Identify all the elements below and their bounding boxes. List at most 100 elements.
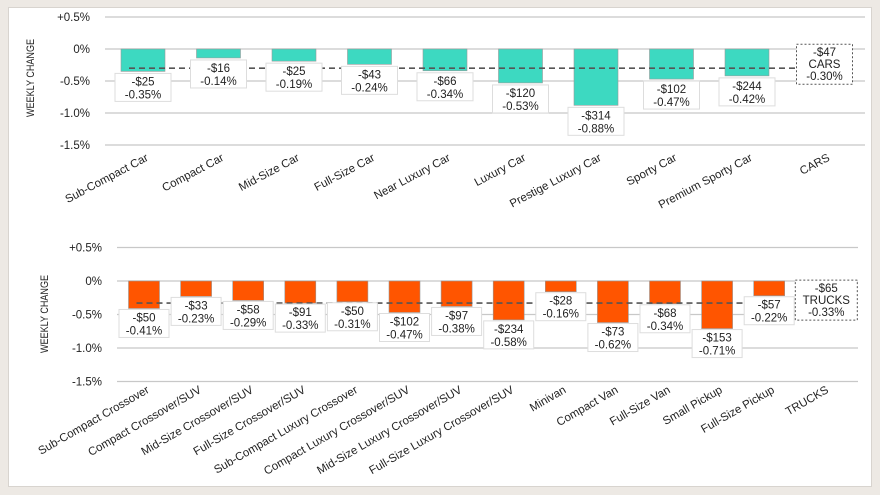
data-label-dollar: -$120 <box>506 88 535 100</box>
data-label-pct: -0.16% <box>543 309 579 321</box>
category-label: Full-Size Car <box>313 152 377 194</box>
bar <box>284 280 317 304</box>
data-label-pct: -0.31% <box>334 319 370 331</box>
data-label-box <box>691 329 743 359</box>
average-dollar: -$47 <box>813 47 836 59</box>
y-tick-label: -0.5% <box>60 76 90 88</box>
average-pct: -0.33% <box>808 307 844 319</box>
bar <box>440 280 473 307</box>
category-label: Luxury Car <box>473 152 528 189</box>
data-label-box <box>416 72 474 102</box>
data-label-pct: -0.88% <box>578 123 614 135</box>
average-pct: -0.30% <box>806 71 842 83</box>
data-label-box <box>379 312 430 342</box>
y-tick-label: -1.5% <box>60 140 90 152</box>
y-tick-label: -1.5% <box>72 377 102 389</box>
data-label-box <box>643 80 700 110</box>
bar <box>724 48 770 77</box>
bar <box>388 280 421 313</box>
average-name: TRUCKS <box>803 295 851 307</box>
data-label-dollar: -$58 <box>237 304 260 316</box>
data-label-box <box>567 106 625 136</box>
bar <box>180 280 212 297</box>
category-label: TRUCKS <box>784 384 831 418</box>
y-tick-label: -1.0% <box>72 343 102 355</box>
data-label-pct: -0.41% <box>126 325 162 337</box>
data-label-box <box>265 62 323 92</box>
data-label-dollar: -$68 <box>653 308 676 320</box>
average-box <box>796 43 853 85</box>
data-label-box <box>326 302 378 332</box>
bar <box>347 48 392 65</box>
bar <box>232 280 264 301</box>
average-box <box>794 279 858 321</box>
data-label-dollar: -$50 <box>341 306 364 318</box>
data-label-dollar: -$97 <box>445 310 468 322</box>
y-axis-label: WEEKLY CHANGE <box>25 39 37 117</box>
bar <box>649 280 681 305</box>
data-label-box <box>118 308 170 338</box>
data-label-pct: -0.71% <box>699 346 735 358</box>
data-label-box <box>743 296 795 326</box>
data-label-pct: -0.34% <box>647 321 683 333</box>
y-tick-label: 0% <box>85 276 102 288</box>
data-label-dollar: -$25 <box>131 76 154 88</box>
data-label-dollar: -$16 <box>207 63 230 75</box>
data-label-box <box>431 306 483 336</box>
data-label-dollar: -$234 <box>494 324 524 336</box>
y-axis-label: WEEKLY CHANGE <box>39 275 51 353</box>
data-label-pct: -0.34% <box>427 89 463 101</box>
category-label: Sub-Compact Car <box>64 152 151 206</box>
data-label-pct: -0.42% <box>729 94 765 106</box>
bar <box>649 48 694 80</box>
bar <box>422 48 468 72</box>
y-tick-label: 0% <box>73 44 90 56</box>
data-label-box <box>114 72 172 102</box>
data-label-pct: -0.29% <box>230 317 266 329</box>
data-label-box <box>222 300 274 330</box>
data-label-box <box>483 320 535 350</box>
data-label-pct: -0.23% <box>178 313 214 325</box>
data-label-pct: -0.35% <box>125 89 161 101</box>
data-label-box <box>492 84 549 114</box>
average-name: CARS <box>809 59 841 71</box>
y-tick-label: +0.5% <box>57 12 90 24</box>
bar <box>753 280 786 297</box>
data-label-dollar: -$102 <box>657 84 686 96</box>
data-label-dollar: -$28 <box>549 296 572 308</box>
bar <box>271 48 317 62</box>
bar <box>336 280 369 303</box>
data-label-dollar: -$91 <box>289 307 312 319</box>
data-label-pct: -0.62% <box>595 340 631 352</box>
bar <box>597 280 629 323</box>
data-label-dollar: -$102 <box>390 316 419 328</box>
data-label-box <box>190 59 247 89</box>
data-label-pct: -0.53% <box>502 101 538 113</box>
data-label-pct: -0.38% <box>438 323 474 335</box>
data-label-box <box>587 323 639 353</box>
bar <box>120 48 166 72</box>
data-label-pct: -0.19% <box>276 79 312 91</box>
bar <box>498 48 543 84</box>
data-label-pct: -0.33% <box>282 320 318 332</box>
bar <box>196 48 241 59</box>
y-tick-label: -1.0% <box>60 108 90 120</box>
data-label-dollar: -$244 <box>732 81 762 93</box>
category-label: CARS <box>798 152 832 178</box>
data-label-pct: -0.14% <box>200 76 236 88</box>
category-label: Near Luxury Car <box>372 152 452 202</box>
bar <box>701 280 733 329</box>
data-label-box <box>170 296 222 326</box>
data-label-box <box>639 304 691 334</box>
data-label-box <box>535 292 587 322</box>
data-label-dollar: -$66 <box>433 76 456 88</box>
data-label-dollar: -$25 <box>282 66 305 78</box>
y-tick-label: +0.5% <box>69 243 102 255</box>
data-label-pct: -0.22% <box>751 313 787 325</box>
data-label-dollar: -$153 <box>702 333 731 345</box>
data-label-dollar: -$73 <box>601 327 624 339</box>
category-label: Compact Car <box>160 152 226 194</box>
y-tick-label: -0.5% <box>72 310 102 322</box>
category-label: Mid-Size Car <box>237 152 301 194</box>
